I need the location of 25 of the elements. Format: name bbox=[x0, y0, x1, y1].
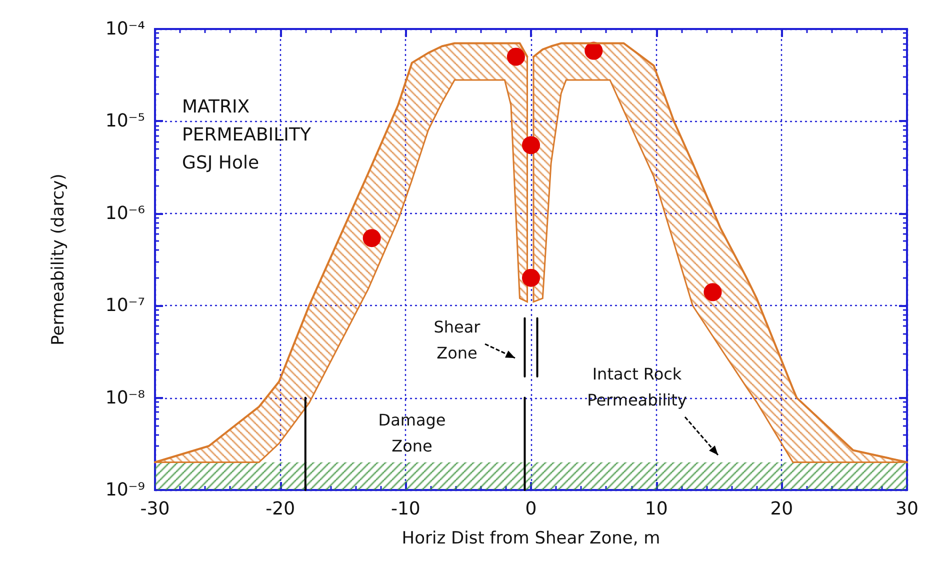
point bbox=[584, 42, 603, 60]
y-tick-label: 10⁻⁵ bbox=[105, 110, 145, 132]
x-tick-label: 30 bbox=[896, 498, 918, 520]
y-tick-label: 10⁻⁴ bbox=[105, 18, 145, 40]
x-tick-label: 10 bbox=[644, 498, 668, 520]
y-tick-label: 10⁻⁷ bbox=[105, 295, 145, 316]
annotation: Shear Zone bbox=[434, 318, 481, 362]
x-axis-title: Horiz Dist from Shear Zone, m bbox=[402, 528, 660, 548]
x-tick-label: 20 bbox=[770, 498, 794, 520]
y-axis-title: Permeability (darcy) bbox=[48, 174, 68, 346]
point bbox=[704, 283, 722, 302]
y-tick-label: 10⁻⁶ bbox=[105, 202, 145, 224]
point bbox=[522, 136, 540, 154]
x-tick-label: -30 bbox=[140, 498, 170, 520]
text: MATRIX PERMEABILITY GSJ Hole bbox=[182, 96, 312, 174]
y-tick-label: 10⁻⁹ bbox=[105, 480, 145, 500]
annotation: Damage Zone bbox=[378, 410, 446, 456]
x-tick-label: 0 bbox=[525, 498, 537, 520]
point bbox=[506, 48, 525, 66]
point bbox=[362, 229, 381, 248]
y-tick-label: 10⁻⁸ bbox=[105, 387, 145, 408]
x-tick-label: -10 bbox=[390, 498, 420, 520]
point bbox=[522, 268, 540, 287]
annotation: Intact Rock Permeability bbox=[587, 364, 687, 410]
x-tick-label: -20 bbox=[266, 498, 296, 520]
